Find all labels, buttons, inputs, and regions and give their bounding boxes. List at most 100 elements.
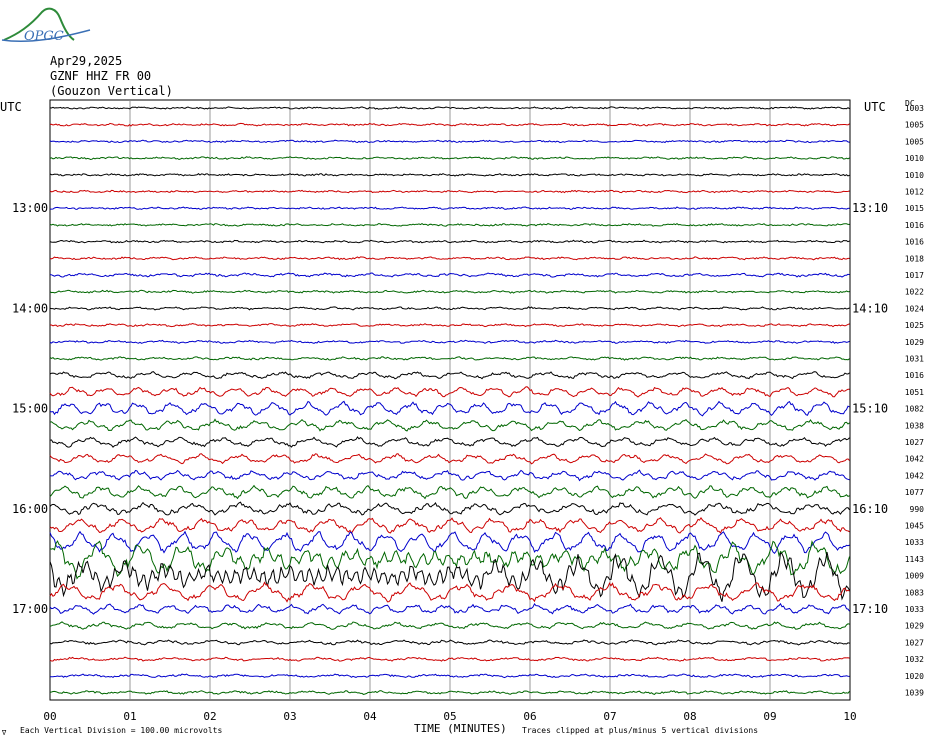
dc-offset-label: 1010: [905, 154, 924, 163]
trace-line: [49, 122, 850, 127]
corner-mark: ∇: [1, 729, 7, 737]
trace-line: [49, 453, 850, 465]
dc-offset-label: 990: [910, 505, 925, 514]
dc-offset-label: 1005: [905, 121, 924, 130]
dc-offset-label: 1039: [905, 689, 924, 698]
left-time-label: 17:00: [12, 602, 48, 616]
dc-offset-label: 1005: [905, 137, 924, 146]
trace-line: [49, 602, 850, 615]
trace-line: [49, 139, 850, 144]
left-utc-label: UTC: [0, 100, 22, 114]
trace-line: [49, 106, 850, 110]
dc-offset-label: 1082: [905, 405, 924, 414]
dc-offset-label: 1027: [905, 438, 924, 447]
dc-offset-label: 1016: [905, 238, 924, 247]
dc-offset-label: 1017: [905, 271, 924, 280]
trace-line: [49, 306, 850, 311]
x-tick-labels: 00 01 02 03 04 05 06 07 08 09 10: [43, 710, 856, 723]
dc-offset-label: 1033: [905, 538, 924, 547]
seismic-traces: [49, 106, 850, 695]
trace-line: [49, 656, 850, 662]
dc-offset-label: 1077: [905, 488, 924, 497]
dc-column-label: DC: [905, 99, 915, 108]
trace-line: [49, 289, 850, 294]
left-time-label: 15:00: [12, 402, 48, 416]
dc-offset-label: 1010: [905, 171, 924, 180]
x-tick-label: 00: [43, 710, 56, 723]
header-station: GZNF HHZ FR 00: [50, 69, 151, 83]
trace-line: [50, 206, 850, 210]
opgc-logo: OPGC: [1, 7, 91, 44]
dc-offset-label: 1025: [905, 321, 924, 330]
dc-offset-label: 1029: [905, 338, 924, 347]
trace-line: [49, 469, 850, 482]
trace-line: [49, 173, 850, 177]
dc-offset-label: 1143: [905, 555, 924, 564]
trace-line: [50, 322, 850, 328]
trace-line: [49, 222, 850, 227]
dc-offset-label: 1016: [905, 371, 924, 380]
trace-line: [49, 517, 850, 535]
trace-line: [49, 256, 850, 261]
x-tick-label: 04: [363, 710, 377, 723]
right-time-label: 16:10: [852, 502, 888, 516]
left-time-label: 13:00: [12, 201, 48, 215]
trace-line: [49, 356, 850, 361]
trace-line: [49, 418, 850, 432]
x-axis-label: TIME (MINUTES): [414, 722, 507, 735]
x-tick-label: 05: [443, 710, 456, 723]
trace-line: [49, 371, 850, 380]
left-time-label: 16:00: [12, 502, 48, 516]
header-date: Apr29,2025: [50, 54, 122, 68]
dc-offset-label: 1027: [905, 638, 924, 647]
right-time-label: 13:10: [852, 201, 888, 215]
trace-line: [49, 639, 850, 646]
x-tick-label: 02: [203, 710, 216, 723]
dc-offset-label: 1051: [905, 388, 924, 397]
right-time-label: 15:10: [852, 402, 888, 416]
dc-offset-label: 1029: [905, 622, 924, 631]
trace-line: [49, 436, 850, 448]
dc-offset-label: 1018: [905, 254, 924, 263]
left-time-label: 14:00: [12, 301, 48, 315]
dc-offset-label: 1015: [905, 204, 924, 213]
dc-offset-label: 1003: [905, 104, 924, 113]
dc-offset-label: 1031: [905, 355, 924, 364]
trace-line: [49, 690, 850, 695]
x-tick-label: 06: [523, 710, 536, 723]
clip-note: Traces clipped at plus/minus 5 vertical …: [522, 726, 758, 735]
x-tick-label: 03: [283, 710, 296, 723]
x-tick-label: 07: [603, 710, 616, 723]
scale-note: Each Vertical Division = 100.00 microvol…: [20, 726, 222, 735]
dc-offset-label: 1038: [905, 421, 924, 430]
trace-line: [49, 530, 850, 555]
logo-swoosh-icon: [1, 29, 91, 43]
dc-offset-label: 1033: [905, 605, 924, 614]
dc-offset-label: 1016: [905, 221, 924, 230]
right-time-label: 17:10: [852, 602, 888, 616]
dc-offset-label: 1020: [905, 672, 924, 681]
trace-line: [49, 339, 850, 344]
logo-text: OPGC: [24, 29, 64, 44]
dc-offset-label: 1083: [905, 588, 924, 597]
trace-line: [49, 386, 850, 398]
trace-line: [49, 501, 850, 516]
dc-offset-label: 1042: [905, 471, 924, 480]
dc-offset-label: 1042: [905, 455, 924, 464]
trace-line: [49, 540, 850, 580]
dc-offset-labels: 1003 1005 1005 1010 1010 1012 1015 1016 1016 1018…: [905, 104, 924, 698]
x-tick-label: 09: [763, 710, 776, 723]
right-time-label: 14:10: [852, 301, 888, 315]
right-utc-label: UTC: [864, 100, 886, 114]
trace-line: [49, 189, 850, 194]
right-time-labels: 13:10 14:10 15:10 16:10 17:10: [852, 201, 888, 616]
trace-line: [49, 551, 850, 602]
x-tick-label: 08: [683, 710, 696, 723]
trace-line: [49, 272, 850, 278]
trace-line: [49, 484, 850, 500]
dc-offset-label: 1045: [905, 522, 924, 531]
x-tick-label: 10: [843, 710, 856, 723]
trace-line: [49, 581, 850, 603]
trace-line: [49, 156, 850, 161]
trace-line: [49, 400, 850, 417]
